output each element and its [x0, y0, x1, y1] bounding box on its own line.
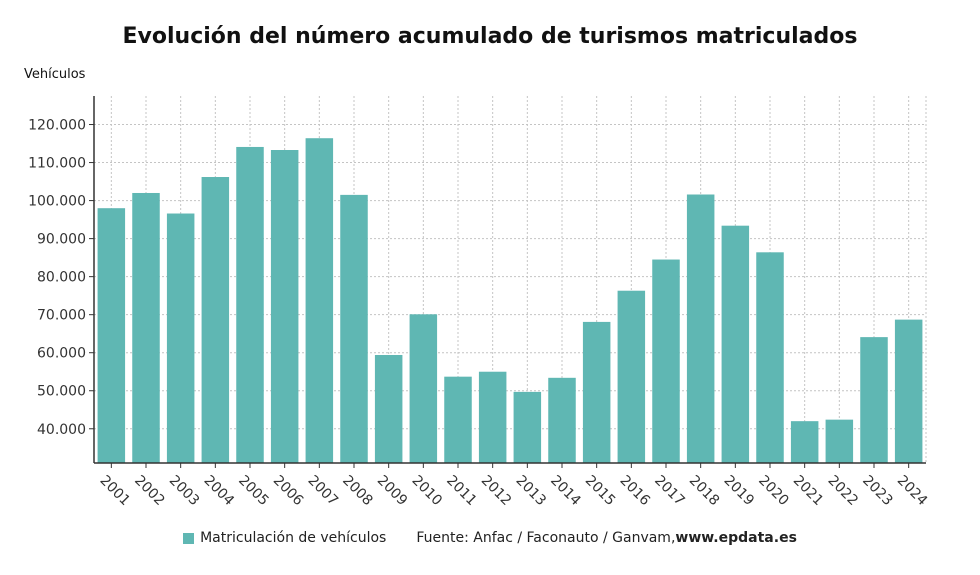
bar [270, 150, 299, 463]
legend-swatch [183, 532, 195, 544]
y-tick-label: 80.000 [37, 270, 86, 286]
bar [478, 371, 507, 463]
x-tick-label: 2008 [339, 473, 376, 510]
y-tick-label: 110.000 [28, 156, 86, 172]
x-tick-label: 2011 [443, 473, 480, 510]
bar [513, 391, 542, 463]
bar [132, 192, 160, 463]
x-tick-label: 2001 [97, 473, 134, 510]
y-tick-label: 40.000 [37, 422, 86, 438]
source-text: Fuente: Anfac / Faconauto / Ganvam, [416, 530, 676, 546]
x-tick-label: 2005 [235, 473, 272, 510]
y-axis-label: Vehículos [24, 67, 86, 82]
bar [374, 354, 403, 463]
y-tick-label: 90.000 [37, 232, 86, 248]
bar [409, 314, 438, 463]
bar [166, 213, 195, 463]
x-tick-label: 2023 [859, 473, 896, 510]
x-tick-label: 2022 [825, 473, 862, 510]
x-tick-label: 2016 [617, 473, 654, 510]
bar [444, 376, 472, 463]
source-link[interactable]: www.epdata.es [675, 530, 797, 546]
bar [97, 208, 126, 463]
bar [305, 138, 334, 463]
bar [721, 225, 750, 463]
y-tick-label: 120.000 [28, 118, 86, 134]
x-tick-label: 2007 [305, 473, 342, 510]
x-tick-label: 2020 [755, 473, 792, 510]
y-tick-label: 60.000 [37, 346, 86, 362]
x-tick-label: 2002 [131, 473, 168, 510]
bar [825, 419, 854, 463]
legend-series-label: Matriculación de vehículos [200, 530, 387, 546]
x-tick-label: 2006 [270, 473, 307, 510]
bar [686, 194, 715, 463]
chart-title: Evolución del número acumulado de turism… [122, 24, 858, 49]
bar [894, 319, 923, 463]
bar [548, 377, 576, 463]
bar-chart: 40.000 50.000 60.000 70.000 80.000 90.000 100.… [28, 96, 931, 510]
x-tick-label: 2010 [409, 473, 446, 510]
bar [860, 337, 888, 463]
x-tick-label: 2017 [651, 473, 688, 510]
y-tick-label: 50.000 [37, 384, 86, 400]
bar [790, 421, 819, 463]
bar [340, 194, 368, 463]
bar [201, 177, 230, 463]
bar [756, 252, 784, 463]
bar [652, 259, 680, 463]
bar [582, 321, 611, 463]
legend: Matriculación de vehículos Fuente: Anfac… [0, 530, 980, 546]
x-tick-label: 2024 [894, 473, 931, 510]
x-tick-label: 2021 [790, 473, 827, 510]
bar [236, 146, 264, 463]
x-tick-label: 2004 [201, 473, 238, 510]
x-tick-label: 2012 [478, 473, 515, 510]
x-tick-label: 2013 [513, 473, 550, 510]
y-tick-label: 100.000 [28, 194, 86, 210]
x-tick-label: 2003 [166, 473, 203, 510]
x-tick-label: 2019 [721, 473, 758, 510]
bar [617, 290, 646, 463]
x-tick-label: 2009 [374, 473, 411, 510]
x-tick-label: 2014 [547, 473, 584, 510]
x-tick-label: 2018 [686, 473, 723, 510]
y-tick-label: 70.000 [37, 308, 86, 324]
x-tick-label: 2015 [582, 473, 619, 510]
